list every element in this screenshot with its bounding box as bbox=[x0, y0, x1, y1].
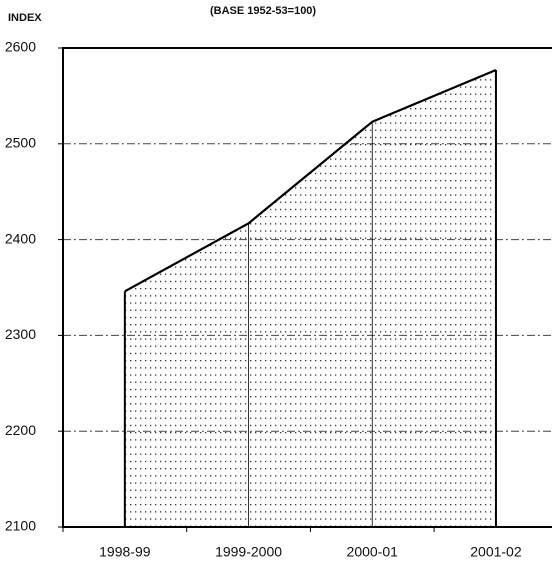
x-tick-label: 2001-02 bbox=[470, 544, 522, 560]
x-tick-label: 1998-99 bbox=[99, 544, 151, 560]
chart-title: (BASE 1952-53=100) bbox=[210, 5, 316, 17]
area-line bbox=[124, 69, 497, 293]
y-tick-label: 2200 bbox=[5, 422, 36, 438]
x-tick-label: 2000-01 bbox=[347, 544, 399, 560]
y-tick-label: 2600 bbox=[5, 39, 36, 55]
y-tick-label: 2500 bbox=[5, 135, 36, 151]
y-tick-label: 2300 bbox=[5, 326, 36, 342]
plot-frame bbox=[62, 47, 552, 528]
x-tick-label: 1999-2000 bbox=[215, 544, 282, 560]
y-axis-label: INDEX bbox=[8, 12, 42, 24]
y-tick-label: 2400 bbox=[5, 230, 36, 246]
y-tick-label: 2100 bbox=[5, 518, 36, 534]
area-fill bbox=[124, 70, 496, 527]
